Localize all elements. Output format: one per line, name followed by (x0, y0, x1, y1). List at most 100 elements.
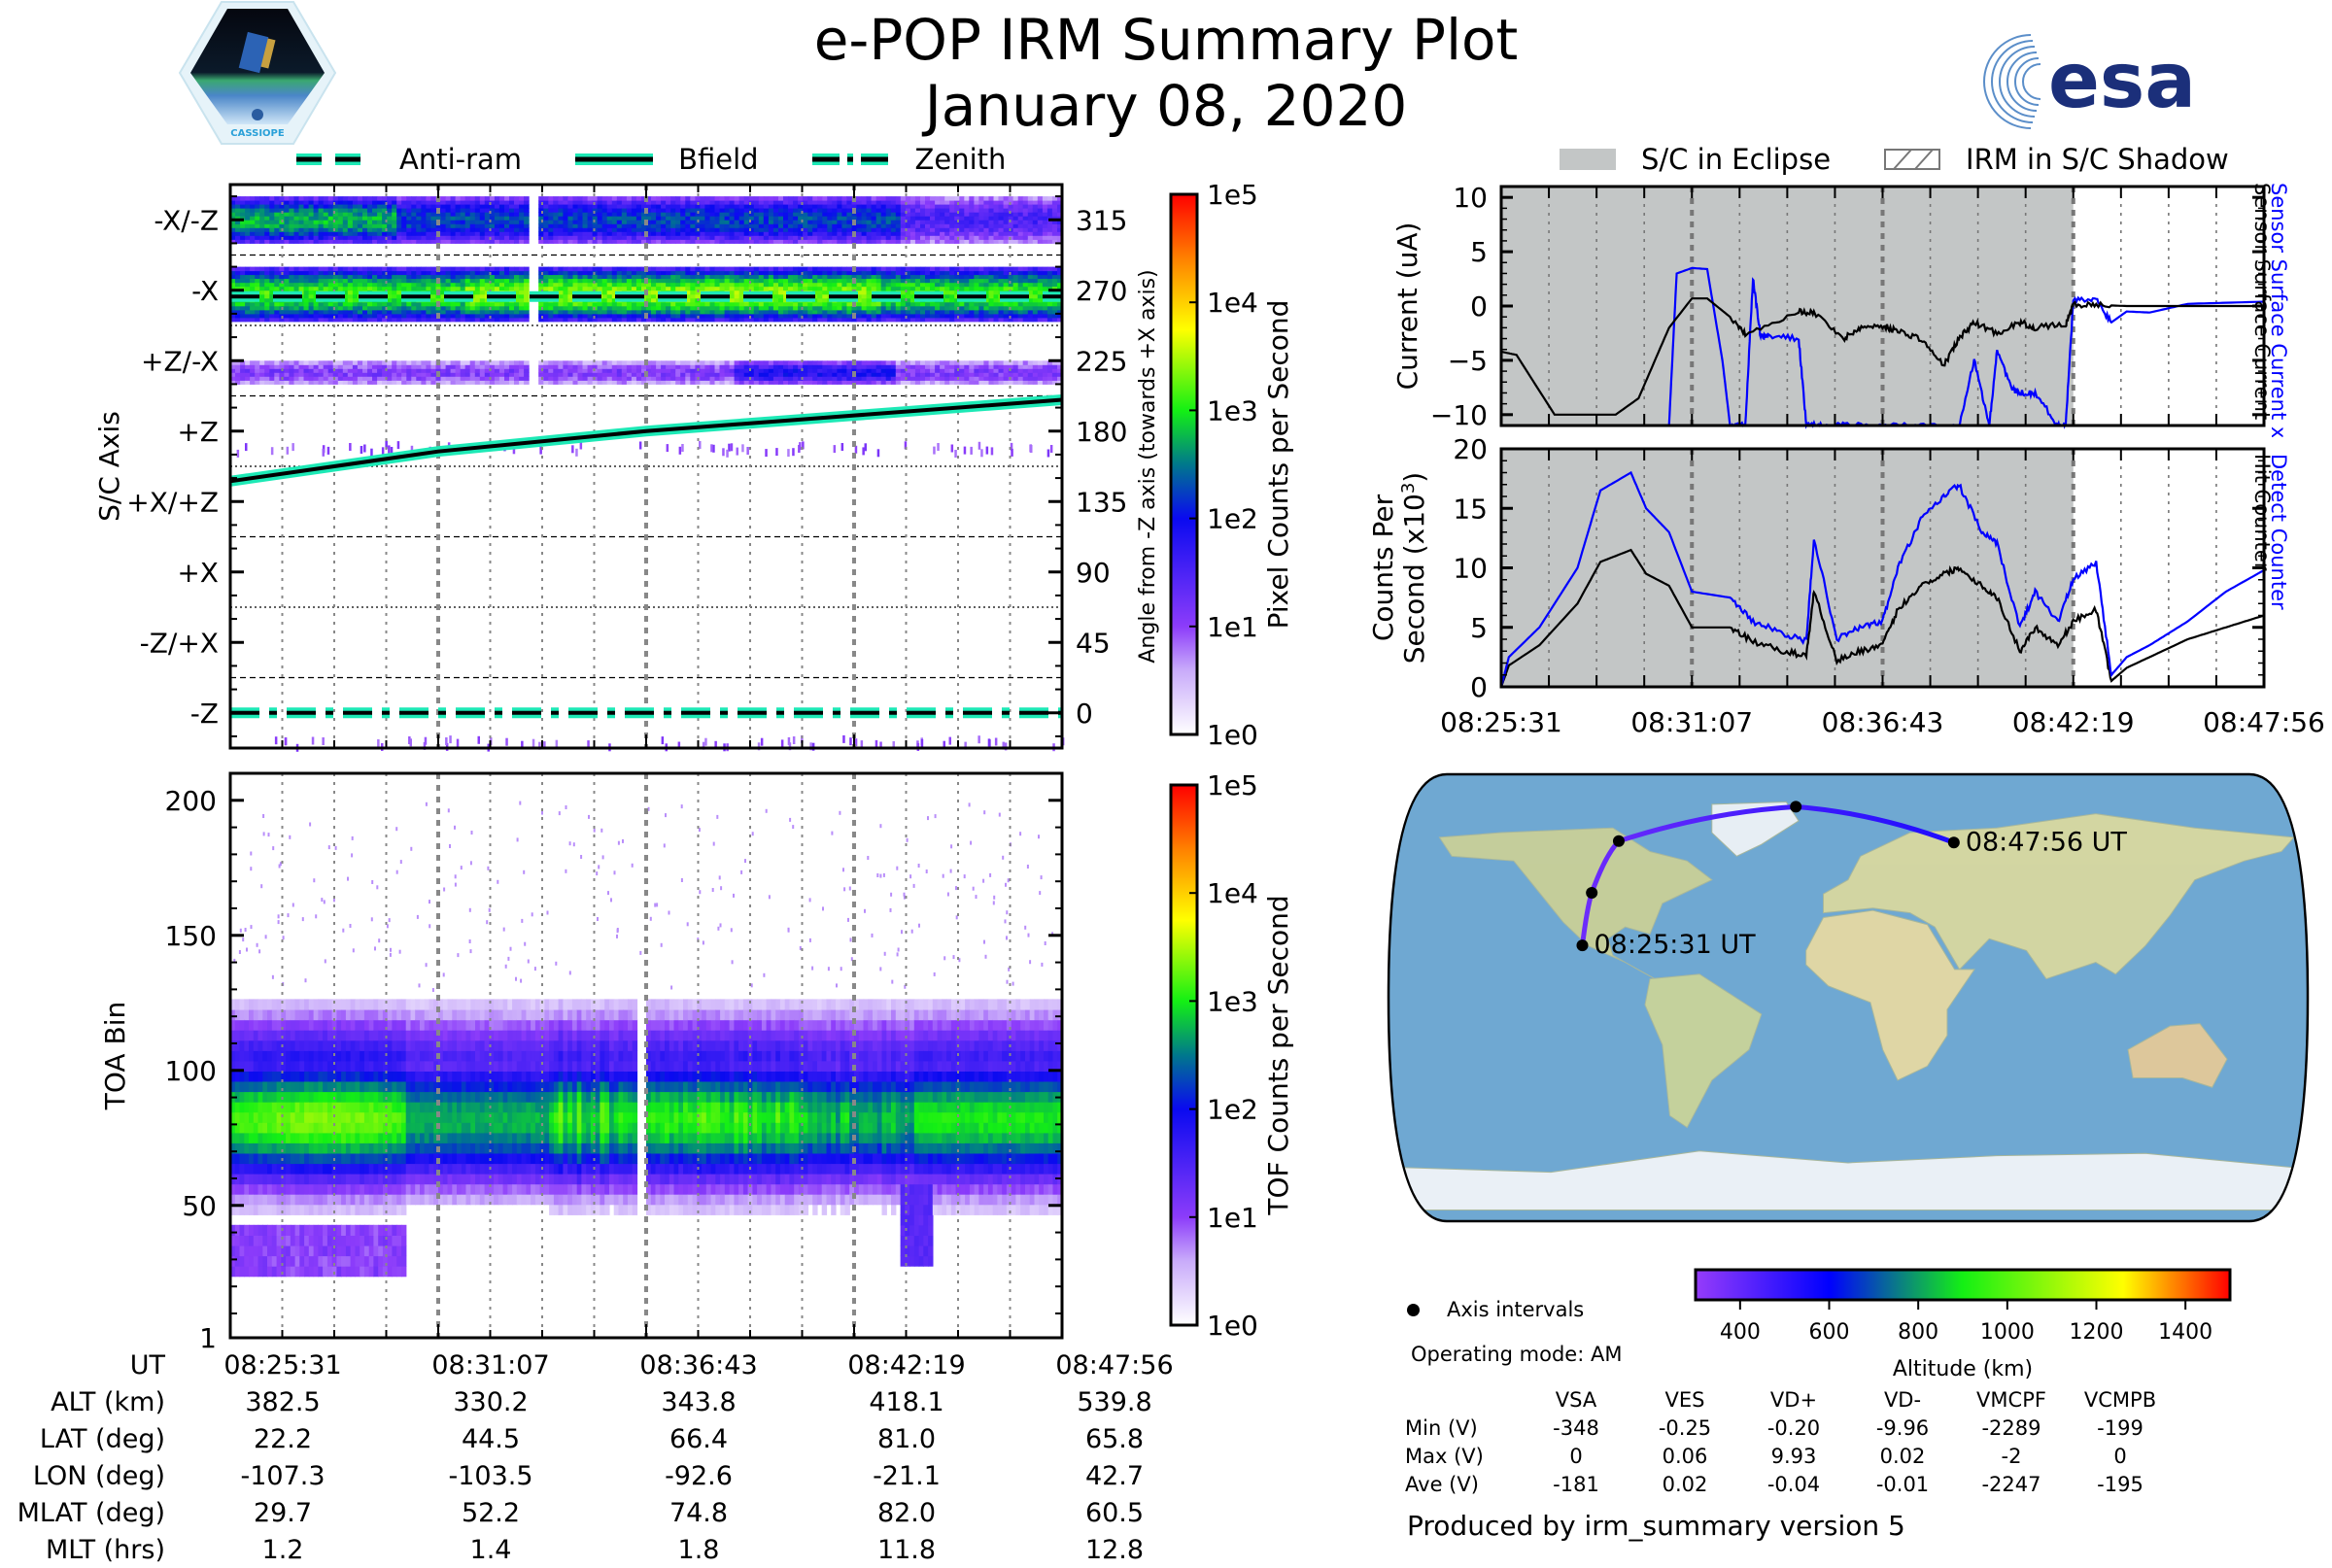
heatmap-cell (396, 360, 402, 365)
heatmap-cell (337, 286, 344, 291)
heatmap-cell (396, 270, 402, 276)
heatmap-cell (298, 266, 305, 272)
heatmap-cell (264, 309, 270, 315)
heatmap-cell (866, 212, 873, 217)
heatmap-cell (822, 212, 828, 217)
heatmap-cell (666, 368, 671, 373)
heatmap-cell (983, 301, 989, 307)
heatmap-cell (362, 239, 368, 244)
heatmap-cell (719, 380, 726, 385)
heatmap-cell (411, 216, 417, 221)
heatmap-cell (885, 301, 892, 307)
heatmap-cell (748, 301, 755, 307)
heatmap-cell (748, 204, 755, 209)
heatmap-cell (426, 282, 431, 288)
heatmap-cell (695, 274, 701, 280)
heatmap-cell (969, 196, 975, 201)
heatmap-cell (651, 220, 657, 224)
heatmap-cell (259, 235, 265, 240)
heatmap-cell (318, 200, 325, 205)
heatmap-cell (803, 239, 808, 244)
heatmap-cell (235, 274, 241, 280)
heatmap-cell (293, 278, 300, 284)
heatmap-cell (235, 286, 241, 291)
heatmap-cell (635, 270, 642, 276)
heatmap-cell (372, 368, 378, 373)
heatmap-cell (313, 200, 320, 205)
heatmap-cell (337, 204, 344, 209)
heatmap-cell (700, 196, 705, 201)
heatmap-cell (558, 282, 564, 288)
heatmap-cell (935, 235, 941, 240)
heatmap-cell (753, 313, 760, 319)
heatmap-cell (646, 309, 652, 315)
heatmap-cell (426, 216, 431, 221)
heatmap-cell (661, 368, 667, 373)
heatmap-cell (337, 313, 344, 319)
heatmap-cell (768, 305, 774, 311)
heatmap-cell (1008, 216, 1014, 221)
heatmap-cell (670, 313, 676, 319)
heatmap-cell (1012, 208, 1019, 213)
heatmap-cell (900, 231, 907, 236)
heatmap-cell (519, 293, 525, 299)
heatmap-cell (978, 200, 984, 205)
heatmap-cell (885, 200, 892, 205)
heatmap-cell (474, 231, 481, 236)
heatmap-cell (1032, 196, 1039, 201)
heatmap-cell (832, 309, 838, 315)
heatmap-cell (445, 301, 452, 307)
heatmap-cell (240, 372, 246, 377)
heatmap-cell (572, 212, 579, 217)
heatmap-cell (807, 227, 813, 232)
heatmap-cell (635, 235, 642, 240)
heatmap-cell (440, 204, 447, 209)
heatmap-cell (905, 293, 911, 299)
heatmap-cell (601, 239, 608, 244)
heatmap-cell (988, 286, 995, 291)
heatmap-cell (548, 309, 554, 315)
heatmap-cell (940, 208, 945, 213)
heatmap-cell (621, 223, 628, 228)
heatmap-cell (524, 227, 530, 232)
heatmap-cell (489, 266, 496, 272)
heatmap-cell (675, 223, 681, 228)
heatmap-cell (807, 278, 813, 284)
heatmap-cell (949, 266, 955, 272)
heatmap-cell (1057, 274, 1063, 280)
heatmap-cell (914, 317, 921, 323)
heatmap-cell (880, 220, 887, 224)
heatmap-cell (592, 317, 599, 323)
heatmap-cell (337, 309, 344, 315)
heatmap-cell (1003, 216, 1010, 221)
heatmap-cell (289, 212, 294, 217)
heatmap-cell (250, 278, 256, 284)
heatmap-cell (1008, 282, 1014, 288)
heatmap-cell (812, 196, 818, 201)
heatmap-cell (709, 196, 716, 201)
heatmap-cell (416, 270, 422, 276)
heatmap-cell (743, 282, 750, 288)
heatmap-cell (1022, 208, 1029, 213)
heatmap-cell (626, 282, 633, 288)
heatmap-cell (313, 216, 320, 221)
heatmap-cell (484, 212, 491, 217)
heatmap-cell (553, 305, 559, 311)
heatmap-cell (323, 266, 329, 272)
heatmap-cell (426, 235, 431, 240)
heatmap-cell (753, 309, 760, 315)
heatmap-cell (357, 204, 363, 209)
heatmap-cell (524, 235, 530, 240)
heatmap-cell (616, 204, 623, 209)
heatmap-cell (284, 227, 290, 232)
heatmap-cell (572, 360, 579, 365)
heatmap-cell (567, 376, 573, 381)
heatmap-cell (377, 301, 383, 307)
heatmap-cell (656, 220, 662, 224)
heatmap-cell (611, 286, 618, 291)
heatmap-cell (284, 204, 290, 209)
heatmap-cell (479, 270, 486, 276)
heatmap-cell (704, 317, 710, 323)
heatmap-cell (866, 274, 873, 280)
heatmap-cell (387, 297, 393, 303)
